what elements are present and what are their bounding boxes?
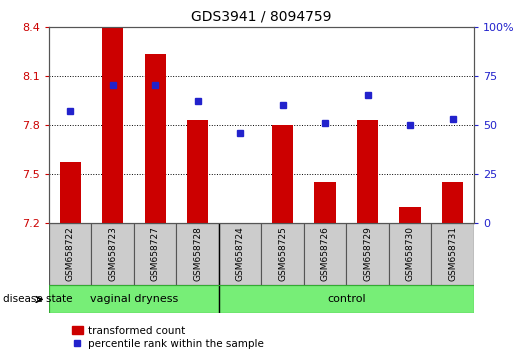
Legend: transformed count, percentile rank within the sample: transformed count, percentile rank withi… xyxy=(72,326,264,349)
Text: GSM658728: GSM658728 xyxy=(193,227,202,281)
Bar xyxy=(442,182,463,223)
Bar xyxy=(49,223,92,285)
Bar xyxy=(400,207,421,223)
Text: control: control xyxy=(327,294,366,304)
Text: GSM658723: GSM658723 xyxy=(108,227,117,281)
Text: vaginal dryness: vaginal dryness xyxy=(90,294,178,304)
Bar xyxy=(60,162,81,223)
Text: disease state: disease state xyxy=(3,295,72,304)
Bar xyxy=(431,223,474,285)
Text: GSM658731: GSM658731 xyxy=(448,227,457,281)
Text: GSM658724: GSM658724 xyxy=(236,227,245,281)
Bar xyxy=(49,285,219,313)
Bar xyxy=(346,223,389,285)
Bar xyxy=(92,223,134,285)
Bar xyxy=(389,223,432,285)
Text: GSM658730: GSM658730 xyxy=(406,227,415,281)
Text: GSM658725: GSM658725 xyxy=(278,227,287,281)
Bar xyxy=(134,223,176,285)
Bar xyxy=(261,223,304,285)
Title: GDS3941 / 8094759: GDS3941 / 8094759 xyxy=(191,10,332,24)
Bar xyxy=(145,55,166,223)
Bar xyxy=(102,28,123,223)
Bar xyxy=(219,223,261,285)
Bar xyxy=(219,285,474,313)
Bar xyxy=(315,182,336,223)
Text: GSM658726: GSM658726 xyxy=(321,227,330,281)
Bar xyxy=(187,120,208,223)
Bar xyxy=(304,223,346,285)
Text: GSM658727: GSM658727 xyxy=(151,227,160,281)
Bar xyxy=(272,125,293,223)
Text: GSM658729: GSM658729 xyxy=(363,227,372,281)
Text: GSM658722: GSM658722 xyxy=(66,227,75,281)
Bar xyxy=(357,120,378,223)
Bar xyxy=(176,223,219,285)
